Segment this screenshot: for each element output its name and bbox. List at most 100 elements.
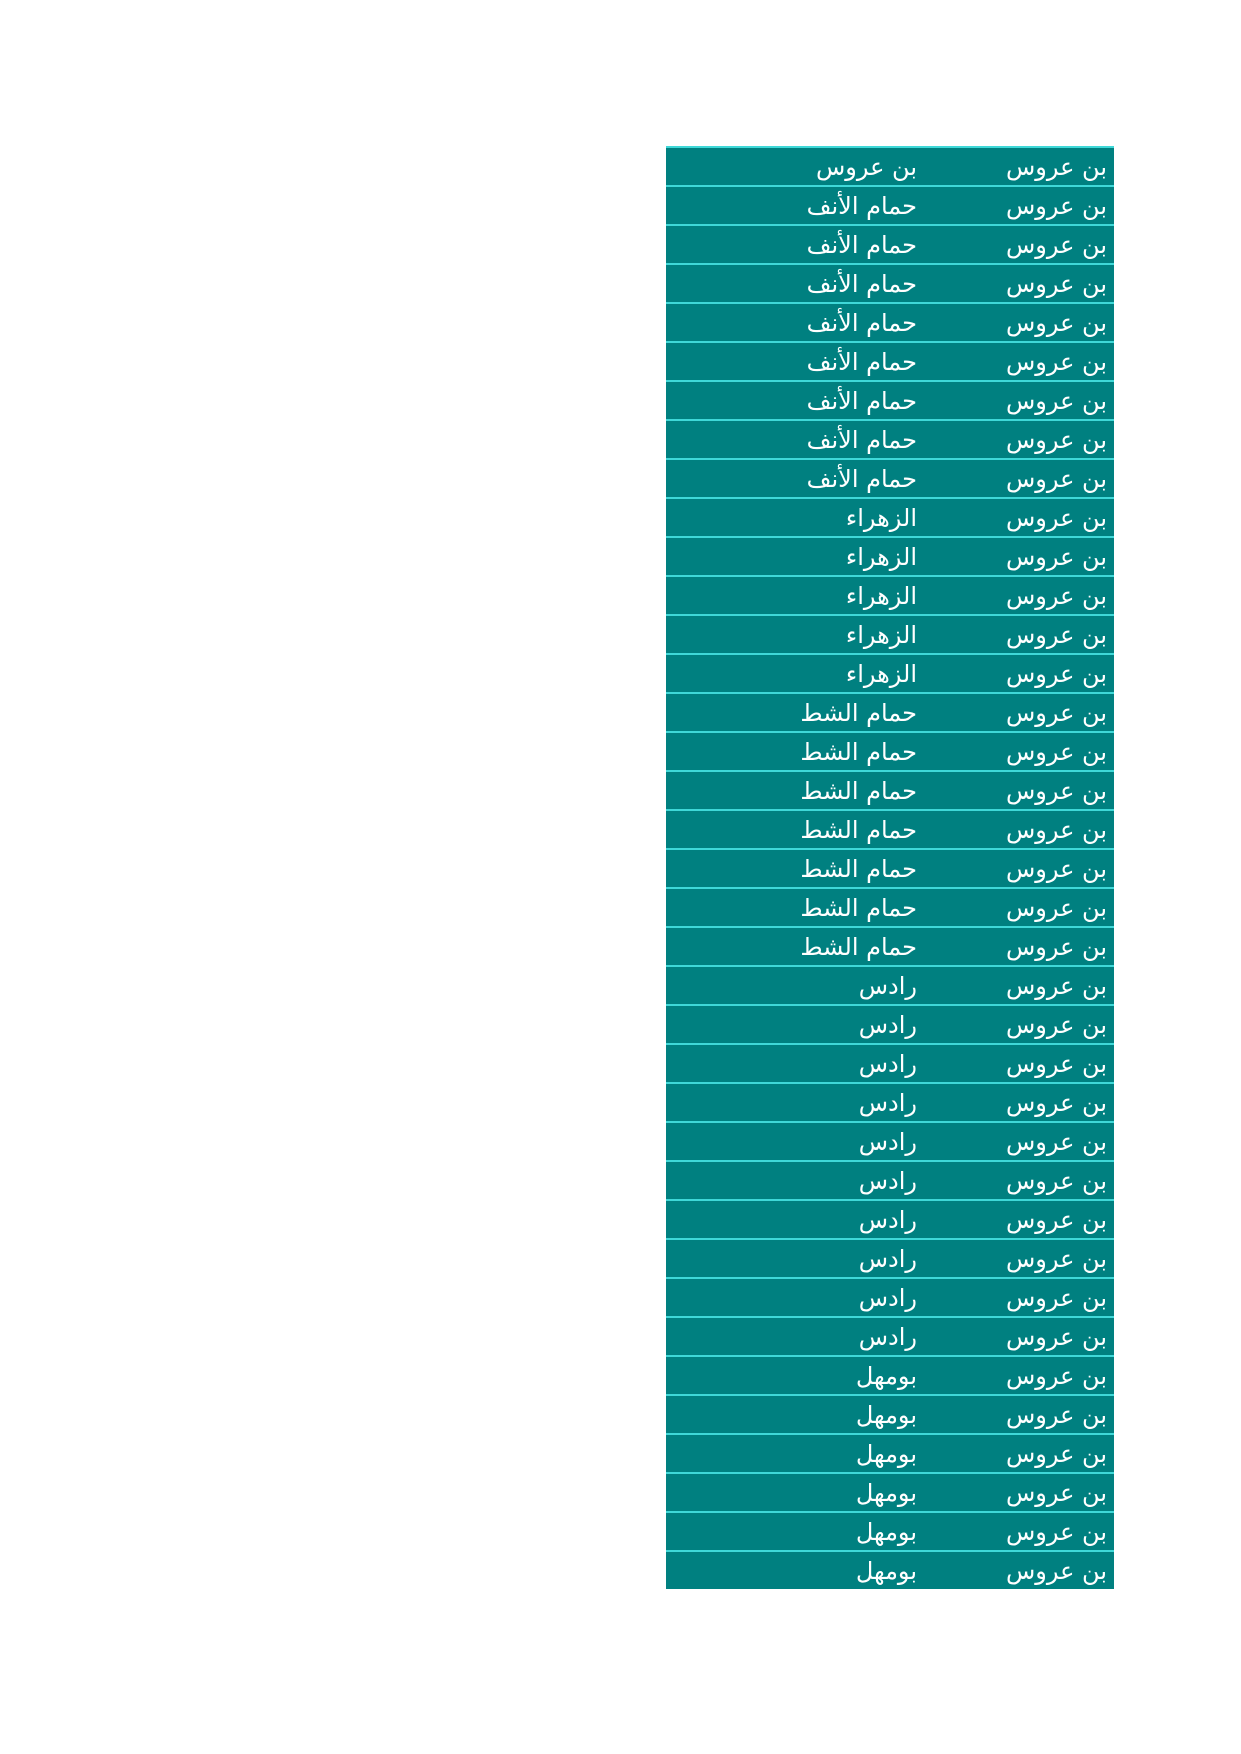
governorate-cell: بن عروس: [1005, 504, 1107, 532]
delegation-cell: رادس: [858, 1245, 917, 1273]
delegation-cell: بومهل: [855, 1401, 917, 1429]
delegation-cell: الزهراء: [845, 504, 917, 532]
delegation-cell: حمام الأنف: [806, 231, 917, 259]
governorate-cell: بن عروس: [1005, 1518, 1107, 1546]
delegation-cell: رادس: [858, 1089, 917, 1117]
table-row: بن عروس بومهل: [666, 1435, 1114, 1474]
governorate-cell: بن عروس: [1005, 192, 1107, 220]
governorate-cell: بن عروس: [1005, 855, 1107, 883]
delegation-cell: الزهراء: [845, 543, 917, 571]
governorate-cell: بن عروس: [1005, 738, 1107, 766]
governorate-cell: بن عروس: [1005, 465, 1107, 493]
table-row: بن عروس حمام الشط: [666, 772, 1114, 811]
delegation-cell: بومهل: [855, 1362, 917, 1390]
delegation-cell: حمام الشط: [800, 738, 917, 766]
governorate-cell: بن عروس: [1005, 1128, 1107, 1156]
delegation-cell: حمام الشط: [800, 933, 917, 961]
table-row: بن عروس رادس: [666, 1279, 1114, 1318]
governorate-cell: بن عروس: [1005, 894, 1107, 922]
table-row: بن عروس حمام الشط: [666, 694, 1114, 733]
governorate-cell: بن عروس: [1005, 1323, 1107, 1351]
table-row: بن عروس حمام الأنف: [666, 382, 1114, 421]
delegation-cell: رادس: [858, 1128, 917, 1156]
delegation-cell: حمام الأنف: [806, 387, 917, 415]
table-row: بن عروس الزهراء: [666, 499, 1114, 538]
table-row: بن عروس رادس: [666, 1084, 1114, 1123]
delegation-cell: حمام الأنف: [806, 348, 917, 376]
delegation-cell: بومهل: [855, 1518, 917, 1546]
table-row: بن عروس حمام الشط: [666, 733, 1114, 772]
table-row: بن عروس حمام الأنف: [666, 226, 1114, 265]
table-row: بن عروس حمام الشط: [666, 889, 1114, 928]
table-row: بن عروس الزهراء: [666, 655, 1114, 694]
governorate-cell: بن عروس: [1005, 1557, 1107, 1585]
delegation-cell: حمام الشط: [800, 894, 917, 922]
governorate-cell: بن عروس: [1005, 621, 1107, 649]
delegation-cell: رادس: [858, 1167, 917, 1195]
governorate-cell: بن عروس: [1005, 1011, 1107, 1039]
table-row: بن عروس رادس: [666, 1123, 1114, 1162]
governorate-cell: بن عروس: [1005, 660, 1107, 688]
delegation-cell: رادس: [858, 1284, 917, 1312]
delegation-cell: بومهل: [855, 1557, 917, 1585]
governorate-cell: بن عروس: [1005, 426, 1107, 454]
table-row: بن عروس الزهراء: [666, 616, 1114, 655]
table-row: بن عروس حمام الأنف: [666, 460, 1114, 499]
table-row: بن عروس رادس: [666, 1240, 1114, 1279]
table-row: بن عروس بن عروس: [666, 148, 1114, 187]
table-row: بن عروس رادس: [666, 1318, 1114, 1357]
governorate-cell: بن عروس: [1005, 1401, 1107, 1429]
governorate-cell: بن عروس: [1005, 1206, 1107, 1234]
delegation-cell: الزهراء: [845, 660, 917, 688]
delegation-cell: حمام الأنف: [806, 465, 917, 493]
governorate-cell: بن عروس: [1005, 1362, 1107, 1390]
table-row: بن عروس رادس: [666, 1045, 1114, 1084]
table-row: بن عروس حمام الشط: [666, 928, 1114, 967]
table-row: بن عروس حمام الأنف: [666, 421, 1114, 460]
delegation-cell: حمام الشط: [800, 855, 917, 883]
delegation-cell: بومهل: [855, 1440, 917, 1468]
governorate-cell: بن عروس: [1005, 972, 1107, 1000]
table-row: بن عروس رادس: [666, 1006, 1114, 1045]
governorate-cell: بن عروس: [1005, 270, 1107, 298]
delegation-cell: حمام الشط: [800, 699, 917, 727]
table-row: بن عروس حمام الشط: [666, 850, 1114, 889]
delegation-cell: رادس: [858, 972, 917, 1000]
table-row: بن عروس الزهراء: [666, 538, 1114, 577]
governorate-cell: بن عروس: [1005, 1050, 1107, 1078]
table-row: بن عروس حمام الشط: [666, 811, 1114, 850]
table-row: بن عروس حمام الأنف: [666, 343, 1114, 382]
delegation-cell: حمام الأنف: [806, 270, 917, 298]
data-table: بن عروس بن عروس بن عروس حمام الأنف بن عروس حم…: [666, 146, 1114, 1589]
delegation-cell: رادس: [858, 1050, 917, 1078]
table-row: بن عروس رادس: [666, 1201, 1114, 1240]
delegation-cell: رادس: [858, 1206, 917, 1234]
delegation-cell: بومهل: [855, 1479, 917, 1507]
governorate-cell: بن عروس: [1005, 582, 1107, 610]
delegation-cell: رادس: [858, 1323, 917, 1351]
table-row: بن عروس حمام الأنف: [666, 304, 1114, 343]
governorate-cell: بن عروس: [1005, 777, 1107, 805]
table-row: بن عروس بومهل: [666, 1474, 1114, 1513]
governorate-cell: بن عروس: [1005, 816, 1107, 844]
delegation-cell: رادس: [858, 1011, 917, 1039]
governorate-cell: بن عروس: [1005, 543, 1107, 571]
table-row: بن عروس حمام الأنف: [666, 265, 1114, 304]
table-row: بن عروس بومهل: [666, 1357, 1114, 1396]
governorate-cell: بن عروس: [1005, 1089, 1107, 1117]
delegation-cell: حمام الأنف: [806, 426, 917, 454]
governorate-cell: بن عروس: [1005, 309, 1107, 337]
governorate-cell: بن عروس: [1005, 933, 1107, 961]
delegation-cell: حمام الأنف: [806, 192, 917, 220]
governorate-cell: بن عروس: [1005, 387, 1107, 415]
table-row: بن عروس حمام الأنف: [666, 187, 1114, 226]
governorate-cell: بن عروس: [1005, 1284, 1107, 1312]
delegation-cell: حمام الشط: [800, 777, 917, 805]
delegation-cell: الزهراء: [845, 582, 917, 610]
delegation-cell: حمام الشط: [800, 816, 917, 844]
governorate-cell: بن عروس: [1005, 231, 1107, 259]
governorate-cell: بن عروس: [1005, 348, 1107, 376]
governorate-cell: بن عروس: [1005, 153, 1107, 181]
governorate-cell: بن عروس: [1005, 1440, 1107, 1468]
table-row: بن عروس الزهراء: [666, 577, 1114, 616]
